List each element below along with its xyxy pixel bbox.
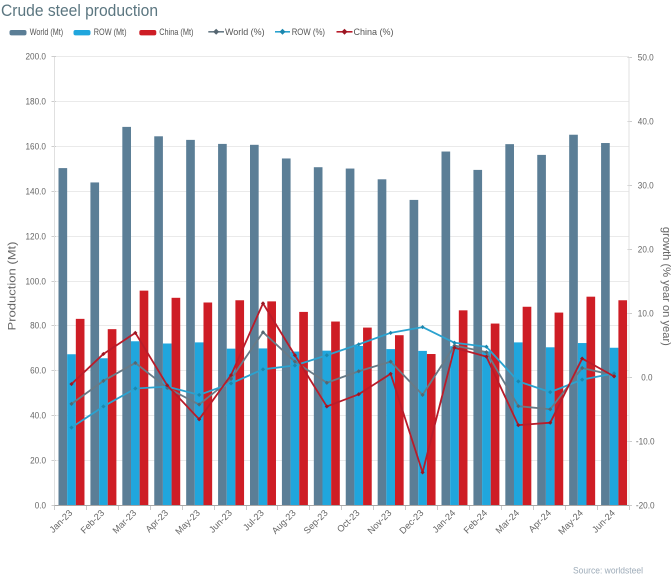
svg-text:40.0: 40.0 [30,411,46,421]
svg-text:China (Mt): China (Mt) [159,27,193,37]
svg-text:10.0: 10.0 [638,309,654,319]
svg-text:20.0: 20.0 [30,456,46,466]
svg-text:20.0: 20.0 [638,245,654,255]
svg-text:China (%): China (%) [354,27,394,37]
svg-text:140.0: 140.0 [26,187,47,197]
svg-text:80.0: 80.0 [30,321,46,331]
svg-text:50.0: 50.0 [638,53,654,63]
svg-text:0.0: 0.0 [35,501,46,511]
svg-text:World (Mt): World (Mt) [30,27,63,37]
svg-text:100.0: 100.0 [26,277,47,287]
svg-text:Source: worldsteel: Source: worldsteel [573,566,643,575]
svg-text:180.0: 180.0 [26,97,47,107]
svg-text:ROW (Mt): ROW (Mt) [94,27,127,37]
svg-text:60.0: 60.0 [30,366,46,376]
svg-text:200.0: 200.0 [26,52,47,62]
svg-text:120.0: 120.0 [26,232,47,242]
svg-text:growth (% year on year): growth (% year on year) [660,227,672,346]
svg-text:ROW (%): ROW (%) [292,27,325,37]
svg-text:160.0: 160.0 [26,142,47,152]
svg-text:-20.0: -20.0 [636,501,655,511]
svg-text:30.0: 30.0 [638,181,654,191]
svg-text:Production (Mt): Production (Mt) [6,242,18,331]
svg-text:Crude steel production: Crude steel production [1,1,158,20]
svg-text:World (%): World (%) [225,27,265,37]
svg-text:0.0: 0.0 [641,373,652,383]
svg-text:40.0: 40.0 [638,117,654,127]
svg-text:-10.0: -10.0 [636,437,655,447]
